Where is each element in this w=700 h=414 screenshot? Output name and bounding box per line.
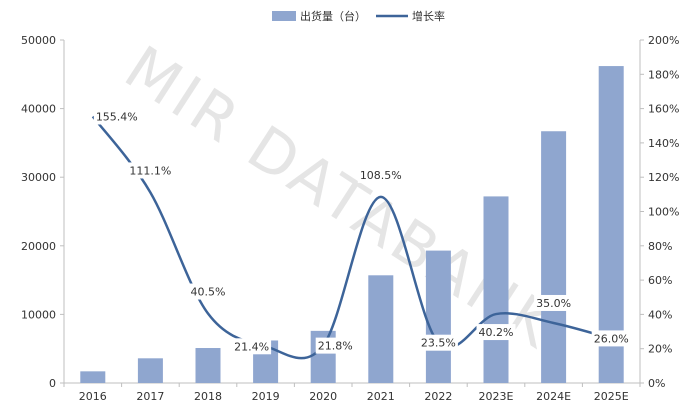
y-right-tick-label: 20% <box>648 343 672 356</box>
data-label-bg <box>534 294 574 311</box>
data-label: 108.5% <box>360 169 402 182</box>
data-label-bg <box>93 108 140 125</box>
x-tick-label: 2018 <box>194 390 222 403</box>
y-left-tick-label: 50000 <box>21 34 56 47</box>
x-tick-label: 2024E <box>536 390 571 403</box>
y-right-tick-label: 80% <box>648 240 672 253</box>
x-tick-label: 2023E <box>479 390 514 403</box>
x-tick-label: 2022 <box>424 390 452 403</box>
data-label-bg <box>188 283 228 300</box>
data-label: 40.5% <box>191 286 226 299</box>
x-tick-label: 2020 <box>309 390 337 403</box>
bar <box>368 275 394 383</box>
legend-label-bar: 出货量（台） <box>300 9 366 23</box>
y-right-tick-label: 60% <box>648 274 672 287</box>
data-label-bg <box>476 324 516 341</box>
line-series <box>91 115 612 360</box>
y-right-tick-label: 200% <box>648 34 679 47</box>
data-label-bg <box>315 337 355 354</box>
x-tick-label: 2017 <box>136 390 164 403</box>
data-label-bg <box>232 338 272 355</box>
x-tick-label: 2019 <box>252 390 280 403</box>
legend-swatch-bar <box>272 11 296 21</box>
bar-series <box>80 66 624 384</box>
bar <box>541 131 567 383</box>
data-label: 21.4% <box>234 340 269 353</box>
data-label-bg <box>127 162 174 179</box>
data-label: 111.1% <box>129 164 171 177</box>
growth-line <box>91 115 612 360</box>
x-tick-label: 2025E <box>594 390 629 403</box>
bar <box>425 250 451 383</box>
bar <box>195 348 221 383</box>
bar <box>483 196 509 383</box>
y-right-tick-label: 100% <box>648 206 679 219</box>
y-left-tick-label: 10000 <box>21 308 56 321</box>
bar <box>80 371 106 383</box>
data-labels: 155.4% 111.1% 40.5% 21.4% 21.8% 108.5% 23.5% 40… <box>93 108 631 355</box>
y-right-tick-label: 120% <box>648 171 679 184</box>
data-label-bg <box>357 166 404 183</box>
y-left-tick-label: 30000 <box>21 171 56 184</box>
data-label: 21.8% <box>318 340 353 353</box>
y-right-tick-label: 180% <box>648 68 679 81</box>
data-label: 23.5% <box>421 337 456 350</box>
bar <box>598 66 624 384</box>
x-tick-label: 2016 <box>79 390 107 403</box>
data-label: 155.4% <box>96 110 138 123</box>
data-label-bg <box>418 334 458 351</box>
legend: 出货量（台） 增长率 <box>272 9 445 23</box>
y-right-tick-label: 0% <box>648 377 665 390</box>
x-tick-label: 2021 <box>367 390 395 403</box>
data-label-bg <box>591 330 631 347</box>
legend-label-line: 增长率 <box>412 9 445 23</box>
y-left-tick-label: 20000 <box>21 240 56 253</box>
y-right-tick-label: 160% <box>648 103 679 116</box>
y-right-tick-label: 140% <box>648 137 679 150</box>
data-label: 40.2% <box>479 326 514 339</box>
y-left-tick-label: 0 <box>49 377 56 390</box>
data-label: 26.0% <box>594 332 629 345</box>
y-left-tick-label: 40000 <box>21 103 56 116</box>
y-right-tick-label: 40% <box>648 308 672 321</box>
data-label: 35.0% <box>536 297 571 310</box>
bar <box>137 358 163 383</box>
